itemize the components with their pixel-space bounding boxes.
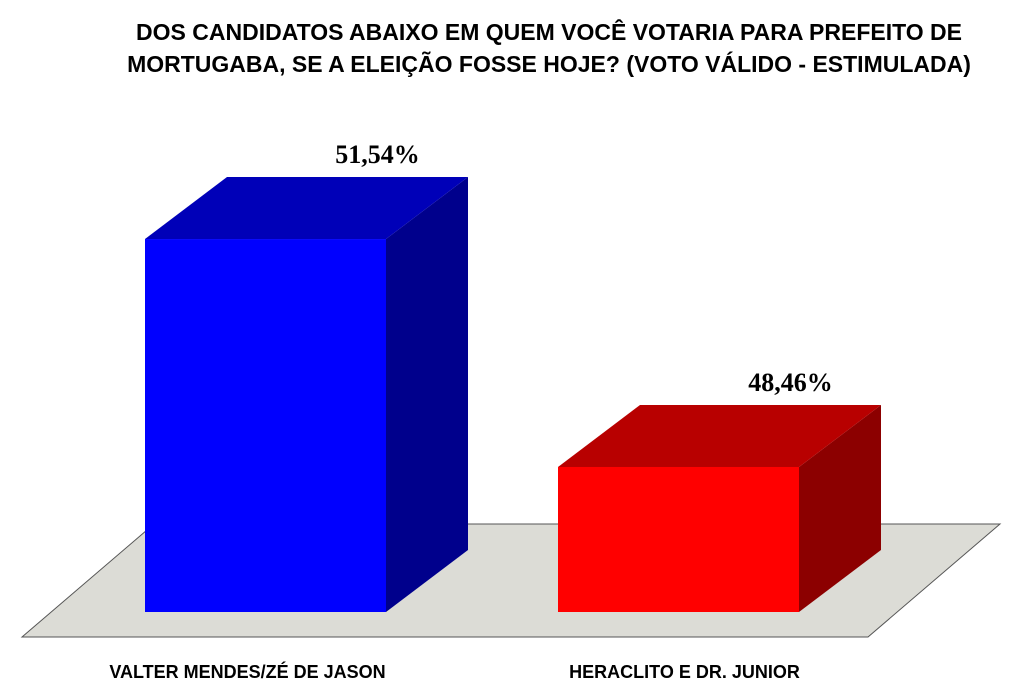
bar-top [145, 177, 468, 240]
chart-title: DOS CANDIDATOS ABAIXO EM QUEM VOCÊ VOTAR… [136, 18, 962, 45]
value-label: 51,54% [335, 140, 420, 169]
bar [558, 466, 799, 612]
value-label: 48,46% [748, 368, 833, 397]
bar-side [799, 404, 881, 612]
bar-top [558, 404, 881, 467]
x-tick-label: HERACLITO E DR. JUNIOR [569, 662, 800, 682]
bar-side [386, 177, 468, 613]
bar [145, 239, 386, 613]
chart-title: MORTUGABA, SE A ELEIÇÃO FOSSE HOJE? (VOT… [127, 50, 971, 77]
x-tick-label: VALTER MENDES/ZÉ DE JASON [109, 661, 385, 682]
